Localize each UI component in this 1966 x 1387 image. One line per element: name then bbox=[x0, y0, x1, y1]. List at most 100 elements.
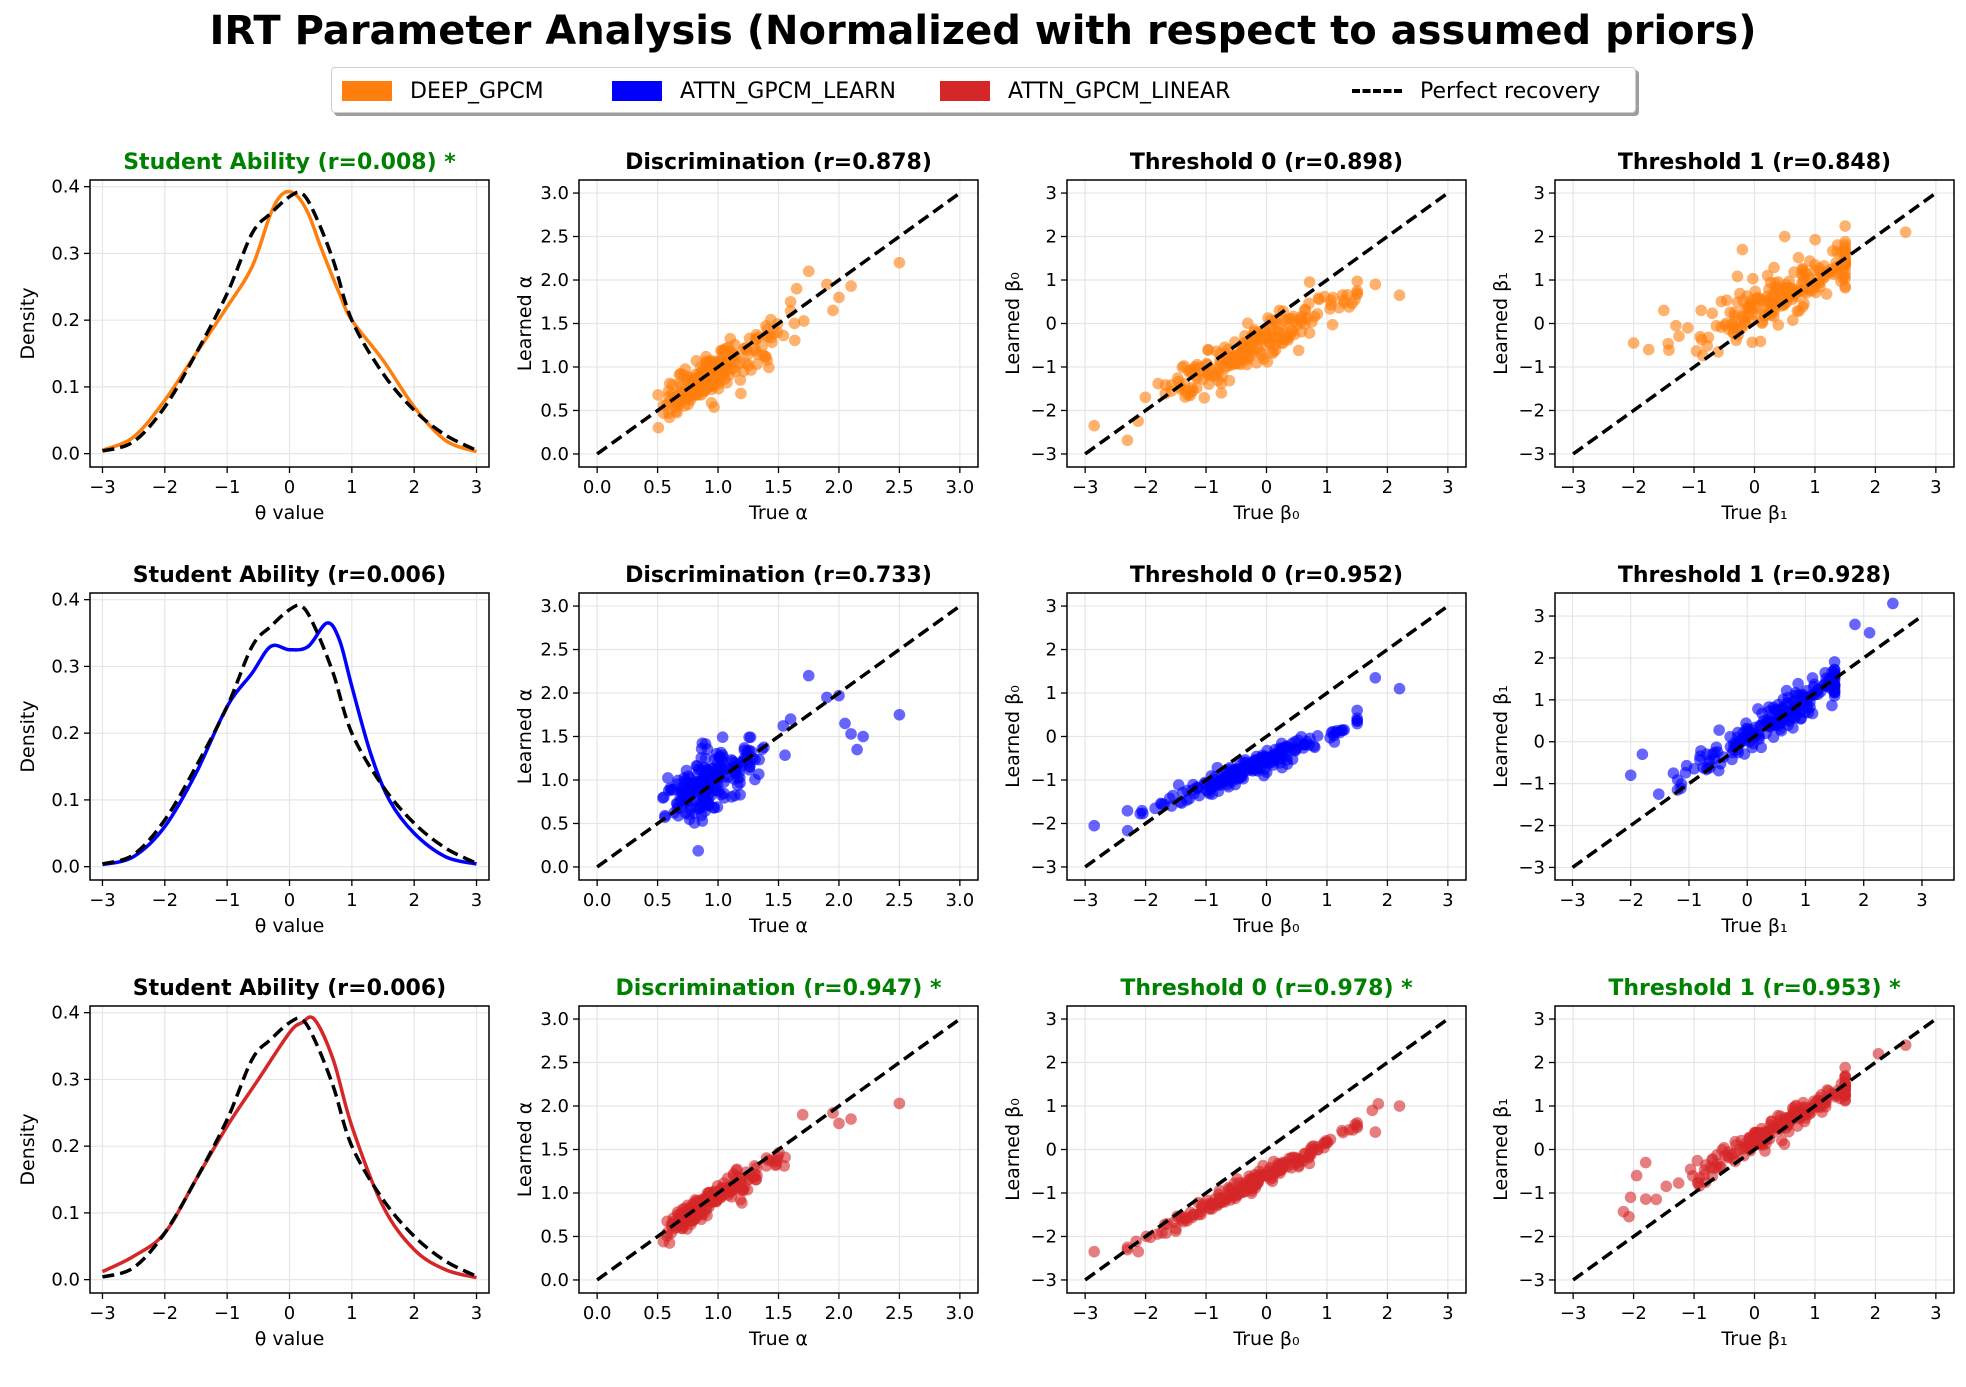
scatter-point bbox=[1156, 1227, 1168, 1239]
x-tick-label: 0 bbox=[1741, 890, 1752, 911]
x-axis-label: True α bbox=[748, 1328, 808, 1350]
scatter-point bbox=[1257, 353, 1270, 365]
scatter-point bbox=[1701, 340, 1714, 352]
scatter-point bbox=[1728, 316, 1741, 328]
scatter-point bbox=[1829, 1090, 1842, 1103]
perfect-recovery-line bbox=[1572, 191, 1937, 456]
x-axis-label: True α bbox=[748, 915, 808, 937]
scatter-point bbox=[1720, 317, 1732, 330]
y-tick-label: 1.0 bbox=[540, 1183, 569, 1204]
subplot-title: Threshold 0 (r=0.978) * bbox=[1120, 976, 1413, 1001]
scatter-point bbox=[695, 1213, 708, 1226]
prior-density-line bbox=[101, 603, 478, 866]
y-tick-label: 1 bbox=[1046, 270, 1057, 291]
perfect-recovery-line bbox=[1084, 1017, 1449, 1282]
y-tick-label: −3 bbox=[1518, 857, 1545, 878]
scatter-point bbox=[1303, 276, 1316, 288]
y-tick-label: 1.0 bbox=[540, 357, 569, 378]
scatter-point bbox=[1214, 1195, 1227, 1208]
scatter-point bbox=[1711, 1157, 1723, 1170]
scatter-point bbox=[1839, 238, 1851, 251]
x-axis-label: θ value bbox=[255, 915, 325, 937]
legend-item-attn-gpcm-linear: ATTN_GPCM_LINEAR bbox=[940, 68, 1230, 114]
scatter-point bbox=[1088, 1245, 1101, 1258]
x-tick-label: 2 bbox=[1382, 890, 1393, 911]
x-tick-label: 0 bbox=[1749, 477, 1760, 498]
scatter-point bbox=[1292, 1160, 1305, 1173]
figure-title: IRT Parameter Analysis (Normalized with … bbox=[209, 8, 1757, 54]
x-tick-label: 1 bbox=[1800, 890, 1811, 911]
y-axis-label: Density bbox=[17, 287, 39, 359]
scatter-point bbox=[1088, 819, 1101, 832]
scatter-point bbox=[1121, 434, 1134, 447]
scatter-point bbox=[1210, 345, 1223, 358]
y-tick-label: 0.3 bbox=[51, 1069, 80, 1090]
scatter-point bbox=[1831, 246, 1843, 258]
x-tick-label: 1.0 bbox=[704, 1303, 733, 1324]
scatter-point bbox=[743, 763, 755, 776]
y-tick-label: −3 bbox=[1518, 444, 1545, 465]
scatter-point bbox=[1743, 1131, 1756, 1144]
scatter-point bbox=[1804, 255, 1816, 267]
scatter-point bbox=[821, 691, 833, 704]
y-tick-label: 0 bbox=[1534, 732, 1545, 753]
scatter-point bbox=[1215, 387, 1228, 399]
plot-area bbox=[596, 191, 961, 456]
scatter-point bbox=[734, 1193, 747, 1206]
scatter-point bbox=[1337, 1126, 1349, 1139]
subplot-title: Student Ability (r=0.006) bbox=[133, 563, 446, 588]
subplot-1-3: −3 −2 −1 0 1 2 3 −3 −2 −1 0 1 2 3 Threshold 1 (r=0.928… bbox=[1490, 563, 1955, 937]
scatter-point bbox=[763, 361, 775, 374]
y-tick-label: −2 bbox=[1030, 400, 1057, 421]
scatter-point bbox=[851, 743, 863, 756]
scatter-point bbox=[1887, 597, 1899, 610]
scatter-point bbox=[777, 720, 790, 732]
scatter-point bbox=[1351, 1120, 1363, 1132]
scatter-point bbox=[1281, 1160, 1293, 1173]
y-tick-label: 0 bbox=[1534, 1140, 1545, 1161]
subplot-title: Discrimination (r=0.878) bbox=[625, 150, 932, 175]
x-tick-label: 3.0 bbox=[946, 477, 975, 498]
y-tick-label: 0.5 bbox=[540, 1226, 569, 1247]
scatter-point bbox=[673, 368, 686, 381]
x-tick-label: −1 bbox=[214, 890, 241, 911]
x-tick-label: −3 bbox=[89, 1303, 116, 1324]
scatter-point bbox=[1303, 297, 1315, 310]
y-axis-label: Learned α bbox=[514, 689, 536, 784]
scatter-point bbox=[1237, 772, 1249, 785]
scatter-point bbox=[693, 794, 706, 806]
x-tick-label: 2.0 bbox=[825, 477, 854, 498]
x-tick-label: 0 bbox=[284, 1303, 295, 1324]
scatter-point bbox=[1265, 1165, 1278, 1178]
scatter-point bbox=[1724, 306, 1736, 319]
scatter-point bbox=[1369, 1126, 1382, 1138]
x-tick-label: 0 bbox=[284, 890, 295, 911]
scatter-point bbox=[1617, 1205, 1630, 1218]
x-tick-label: 0.0 bbox=[583, 1303, 612, 1324]
scatter-point bbox=[756, 340, 768, 353]
y-tick-label: −2 bbox=[1518, 816, 1545, 837]
scatter-point bbox=[1351, 275, 1363, 288]
subplot-0-3: −3 −2 −1 0 1 2 3 −3 −2 −1 0 1 2 3 Threshold 1 (r=0.848… bbox=[1490, 150, 1955, 524]
scatter-point bbox=[845, 280, 857, 292]
x-tick-label: 3 bbox=[1442, 1303, 1453, 1324]
scatter-point bbox=[1849, 618, 1861, 631]
plot-area bbox=[1084, 1017, 1449, 1282]
x-tick-label: −1 bbox=[214, 1303, 241, 1324]
scatter-point bbox=[1713, 724, 1725, 736]
y-tick-label: 2.5 bbox=[540, 1053, 569, 1074]
scatter-point bbox=[1642, 343, 1655, 356]
scatter-point bbox=[657, 791, 670, 804]
x-tick-label: −2 bbox=[1132, 1303, 1159, 1324]
scatter-point bbox=[1809, 233, 1821, 246]
x-tick-label: 3 bbox=[471, 1303, 482, 1324]
legend-label: ATTN_GPCM_LINEAR bbox=[1008, 78, 1231, 104]
scatter-point bbox=[857, 730, 869, 743]
y-tick-label: 3 bbox=[1534, 183, 1545, 204]
x-tick-label: 0.5 bbox=[643, 477, 672, 498]
x-tick-label: −2 bbox=[1620, 1303, 1647, 1324]
subplot-title: Discrimination (r=0.733) bbox=[625, 563, 932, 588]
scatter-point bbox=[1121, 805, 1134, 817]
x-tick-label: 1 bbox=[346, 477, 357, 498]
y-tick-label: 0.0 bbox=[540, 1270, 569, 1291]
